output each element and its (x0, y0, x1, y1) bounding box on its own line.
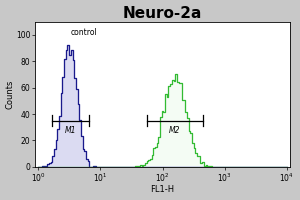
Title: Neuro-2a: Neuro-2a (123, 6, 202, 21)
Text: control: control (71, 28, 98, 37)
Text: M1: M1 (65, 126, 76, 135)
X-axis label: FL1-H: FL1-H (151, 185, 175, 194)
Text: M2: M2 (169, 126, 181, 135)
Y-axis label: Counts: Counts (6, 80, 15, 109)
